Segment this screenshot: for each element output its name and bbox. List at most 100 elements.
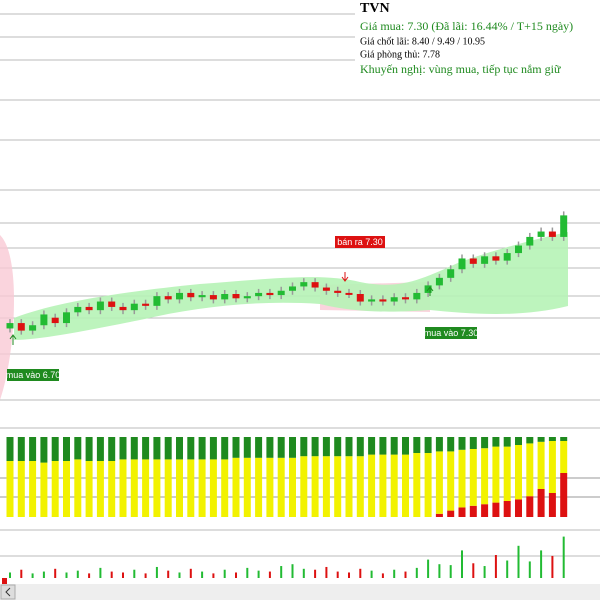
candle-body — [176, 292, 183, 300]
volume-bar — [178, 572, 181, 578]
candle-body — [6, 323, 14, 329]
oscillator-bar — [277, 457, 285, 517]
oscillator-bar — [469, 505, 477, 517]
buy-label-box — [425, 327, 477, 339]
candle-body — [492, 256, 500, 261]
volume — [9, 536, 565, 578]
oscillator-bar — [368, 437, 376, 455]
scrollbar[interactable] — [0, 584, 600, 600]
oscillator-bar — [356, 456, 364, 517]
oscillator-bar — [63, 437, 70, 461]
volume-bar — [122, 572, 124, 578]
volume-bar — [551, 555, 554, 578]
oscillator-bar — [492, 446, 500, 503]
oscillator-bar — [51, 461, 59, 517]
buy-label-box — [7, 369, 59, 381]
volume-bar — [167, 570, 170, 578]
oscillator-bar — [503, 437, 511, 447]
oscillator-bar — [424, 437, 432, 453]
candle-body — [560, 215, 568, 237]
candle-body — [368, 299, 376, 302]
candle-body — [458, 258, 466, 270]
oscillator-bar — [469, 437, 477, 449]
candle-body — [435, 277, 443, 286]
volume-bar — [212, 573, 215, 578]
volume-bar — [494, 555, 497, 578]
volume-bar — [415, 567, 418, 578]
candle-body — [413, 292, 421, 300]
candle-body — [96, 301, 104, 311]
oscillator-bar — [447, 451, 455, 511]
volume-bar — [517, 545, 520, 578]
oscillator-bar — [300, 456, 308, 517]
oscillator-bar — [526, 443, 534, 497]
oscillator-bar — [108, 437, 116, 461]
oscillator-bar — [198, 437, 206, 460]
volume-bar — [506, 560, 509, 578]
oscillator-bar — [526, 496, 534, 517]
oscillator-bar — [221, 437, 229, 460]
oscillator-bar — [560, 473, 568, 517]
volume-bar — [144, 573, 147, 578]
oscillator-bar — [345, 437, 353, 457]
buy-label: mua vào 6.70 — [6, 370, 61, 380]
volume-bar — [201, 571, 204, 578]
candle-body — [402, 297, 409, 300]
oscillator-bar — [300, 437, 308, 457]
volume-bar — [562, 536, 565, 578]
volume-bar — [393, 569, 396, 578]
oscillator-bar — [255, 457, 263, 517]
volume-bar — [370, 570, 373, 578]
oscillator — [6, 437, 568, 517]
oscillator-bar — [142, 459, 150, 517]
sell-label: bán ra 7.30 — [337, 237, 383, 247]
oscillator-bar — [379, 437, 387, 455]
oscillator-bar — [266, 457, 274, 517]
volume-bar — [133, 569, 136, 578]
candle-body — [119, 306, 127, 311]
oscillator-bar — [29, 437, 37, 461]
volume-bar — [291, 564, 294, 578]
info-box — [355, 0, 600, 80]
volume-bar — [427, 559, 430, 578]
oscillator-bar — [379, 454, 387, 517]
oscillator-bar — [29, 461, 37, 517]
oscillator-bar — [51, 437, 59, 461]
oscillator-bar — [402, 454, 409, 517]
volume-bar — [280, 566, 283, 578]
oscillator-bar — [6, 461, 14, 517]
oscillator-bar — [503, 501, 511, 517]
candle-body — [85, 306, 93, 311]
oscillator-bar — [85, 461, 93, 517]
oscillator-bar — [560, 441, 568, 473]
oscillator-bar — [515, 445, 522, 500]
oscillator-bar — [243, 457, 251, 517]
oscillator-bar — [277, 437, 285, 458]
candle-body — [51, 317, 59, 324]
scroll-arrow — [5, 587, 11, 597]
volume-bar — [268, 571, 271, 578]
candle-body — [345, 292, 353, 295]
oscillator-bar — [85, 437, 93, 461]
scroll-left[interactable] — [0, 584, 16, 600]
oscillator-bar — [176, 437, 183, 460]
candle-body — [515, 245, 522, 254]
candle-body — [40, 314, 48, 326]
volume-bar — [359, 568, 362, 578]
volume-bar — [31, 573, 34, 578]
oscillator-bar — [187, 437, 195, 460]
oscillator-bar — [492, 502, 500, 517]
candle-body — [266, 292, 274, 296]
oscillator-bar — [119, 437, 127, 460]
volume-bar — [404, 571, 407, 578]
candle-body — [153, 296, 161, 306]
candle-body — [503, 253, 511, 261]
candle-body — [322, 287, 330, 291]
oscillator-bar — [74, 437, 82, 460]
oscillator-bar — [198, 459, 206, 517]
oscillator-bar — [142, 437, 150, 460]
volume-bar — [381, 573, 384, 578]
oscillator-bar — [164, 437, 172, 460]
volume-bar — [235, 572, 237, 578]
volume-bar — [348, 572, 350, 578]
